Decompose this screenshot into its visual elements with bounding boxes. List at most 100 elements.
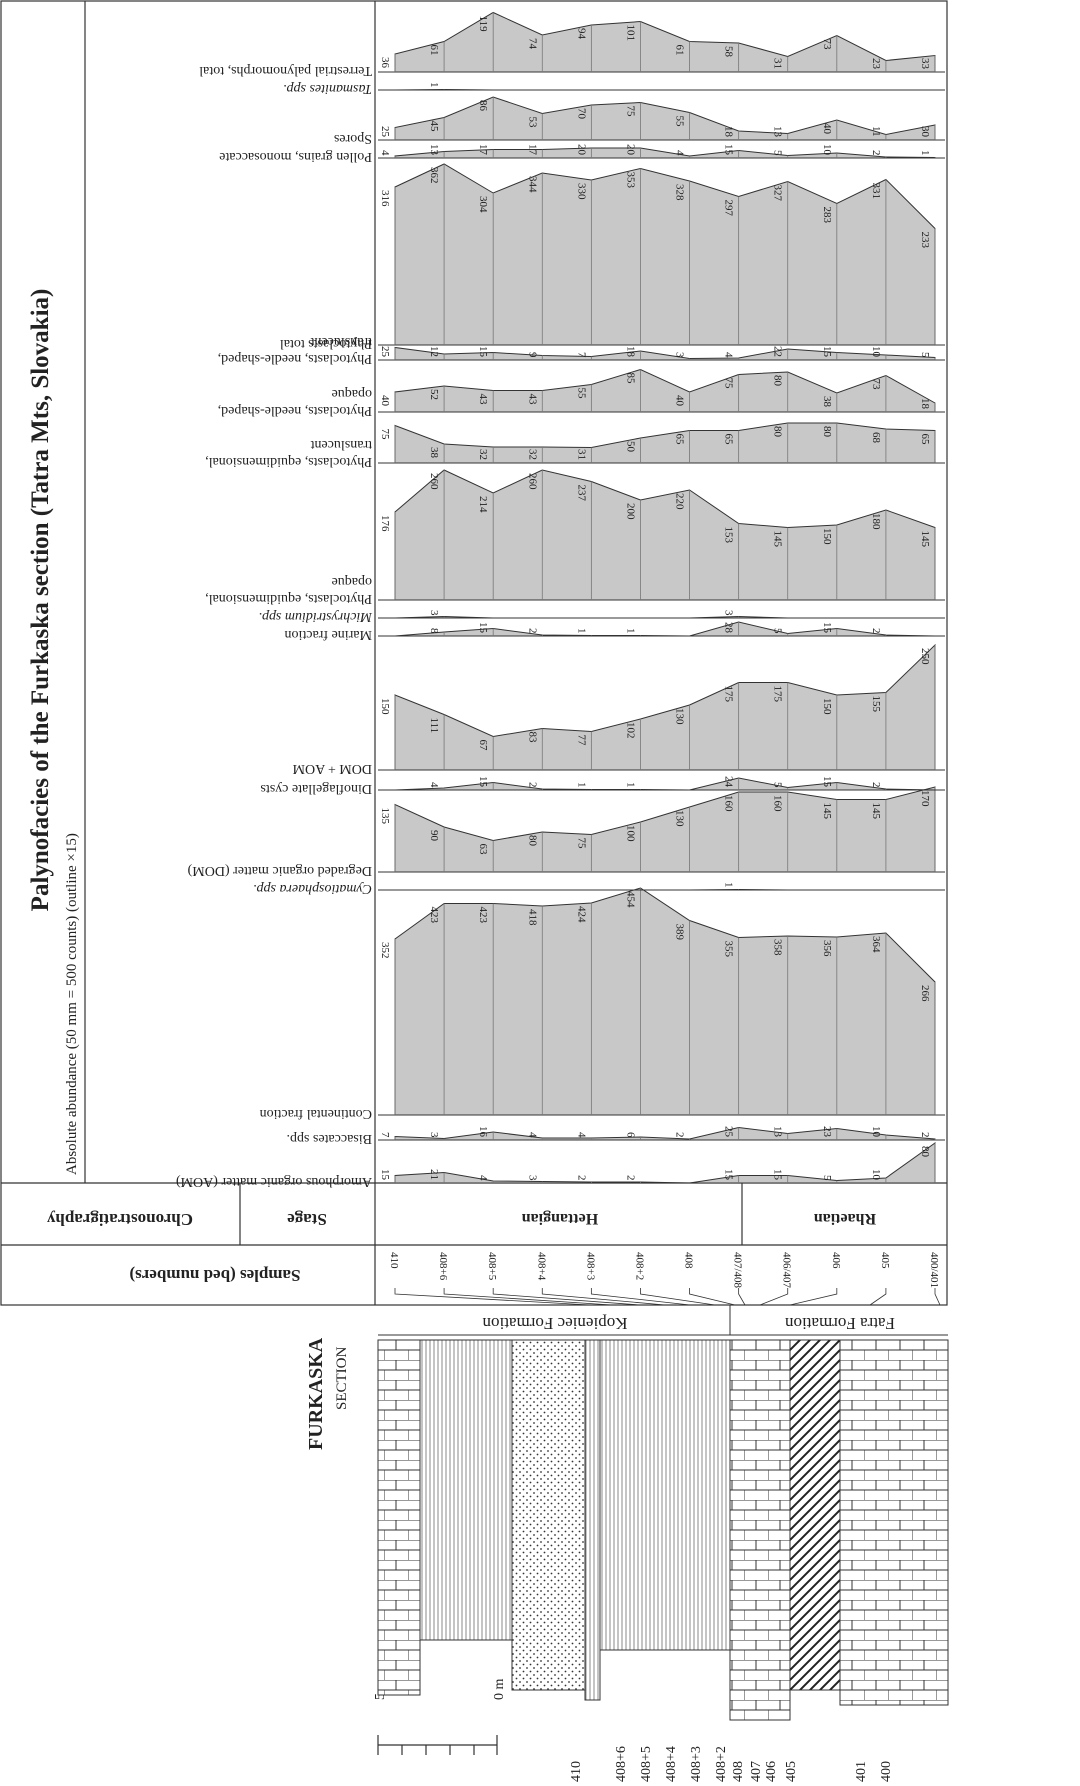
bed-label: 406 (764, 1761, 779, 1782)
value-label: 15 (379, 1169, 391, 1181)
value-label: 74 (526, 38, 538, 50)
value-label: 17 (477, 144, 489, 156)
value-label: 55 (575, 388, 587, 400)
value-label: 3 (428, 610, 440, 616)
series-label: Degraded organic matter (DOM) (187, 863, 372, 878)
lithology-unit (840, 1340, 948, 1705)
value-label: 2 (919, 1132, 931, 1138)
value-label: 145 (772, 531, 784, 548)
value-label: 101 (624, 25, 636, 42)
value-label: 233 (919, 232, 931, 249)
sample-connector (760, 1288, 788, 1305)
value-label: 3 (526, 1175, 538, 1181)
bed-label: 408 (731, 1761, 746, 1782)
value-label: 145 (919, 531, 931, 548)
value-label: 7 (379, 1132, 391, 1138)
value-label: 18 (723, 126, 735, 138)
bed-label: 410 (569, 1761, 584, 1782)
value-label: 160 (772, 795, 784, 812)
value-label: 344 (526, 176, 538, 193)
lithology-unit (585, 1340, 600, 1700)
value-label: 23 (821, 1126, 833, 1138)
series-label: Dinoflagellate cysts (260, 781, 372, 796)
series-label: translucent (310, 437, 372, 452)
value-label: 355 (723, 941, 735, 958)
value-label: 5 (772, 782, 784, 788)
value-label: 45 (428, 121, 440, 133)
value-label: 52 (428, 389, 440, 400)
bed-label: 408+5 (639, 1746, 654, 1782)
series-label: Marine fraction (285, 627, 372, 642)
area-fill (395, 888, 935, 1115)
value-label: 18 (919, 398, 931, 410)
value-label: 153 (723, 527, 735, 544)
sample-connector (739, 1288, 745, 1305)
value-label: 15 (477, 346, 489, 358)
value-label: 43 (477, 394, 489, 406)
area-fill (395, 787, 935, 872)
value-label: 4 (379, 150, 391, 156)
value-label: 2 (624, 1175, 636, 1181)
value-label: 423 (477, 907, 489, 924)
value-label: 100 (624, 825, 636, 842)
value-label: 260 (526, 473, 538, 490)
lithology-unit (512, 1340, 585, 1690)
value-label: 73 (821, 39, 833, 51)
value-label: 75 (624, 106, 636, 118)
bed-label: 400 (879, 1761, 894, 1782)
value-label: 8 (428, 628, 440, 634)
value-label: 7 (575, 352, 587, 358)
value-label: 423 (428, 907, 440, 924)
series-label: DOM + AOM (292, 761, 372, 776)
section-subtitle: SECTION (334, 1347, 350, 1411)
value-label: 16 (477, 1126, 489, 1138)
value-label: 10 (870, 346, 882, 358)
section-title: FURKASKA (305, 1337, 327, 1450)
value-label: 25 (379, 346, 391, 358)
value-label: 25 (723, 1126, 735, 1138)
series-label: Bisaccates spp. (286, 1131, 372, 1146)
value-label: 4 (674, 150, 686, 156)
value-label: 175 (723, 686, 735, 703)
value-label: 65 (674, 434, 686, 446)
sample-connector (935, 1288, 940, 1305)
value-label: 297 (723, 200, 735, 217)
value-label: 3 (428, 1132, 440, 1138)
value-label: 38 (821, 396, 833, 408)
value-label: 15 (723, 144, 735, 156)
header-label: Chronostratigraphy (46, 1210, 193, 1229)
value-label: 2 (674, 1132, 686, 1138)
value-label: 36 (379, 57, 391, 69)
value-label: 30 (919, 126, 931, 138)
sample-label: 408+3 (584, 1252, 596, 1281)
value-label: 20 (575, 144, 587, 156)
value-label: 389 (674, 924, 686, 941)
value-label: 418 (526, 909, 538, 926)
series-label: Spores (334, 131, 372, 146)
value-label: 83 (526, 732, 538, 744)
value-label: 6 (624, 1132, 636, 1138)
value-label: 170 (919, 790, 931, 807)
value-label: 1 (575, 782, 587, 788)
value-label: 250 (919, 648, 931, 665)
sample-connector (790, 1288, 837, 1305)
value-label: 2 (870, 628, 882, 634)
series-label: Pollen grains, monosaccate (219, 149, 372, 164)
value-label: 25 (379, 126, 391, 138)
value-label: 85 (624, 373, 636, 385)
sample-label: 406 (830, 1252, 842, 1269)
value-label: 32 (526, 449, 538, 460)
value-label: 12 (428, 346, 440, 357)
bed-label: 408+3 (689, 1746, 704, 1782)
area-fill (395, 370, 935, 413)
value-label: 18 (624, 346, 636, 358)
value-label: 61 (428, 45, 440, 56)
bed-label: 408+4 (664, 1746, 679, 1782)
value-label: 21 (428, 1169, 440, 1180)
formation-label: Fatra Formation (784, 1314, 895, 1333)
lithology-unit (420, 1340, 512, 1640)
value-label: 22 (772, 346, 784, 357)
value-label: 102 (624, 722, 636, 739)
value-label: 86 (477, 100, 489, 112)
value-label: 9 (526, 352, 538, 358)
